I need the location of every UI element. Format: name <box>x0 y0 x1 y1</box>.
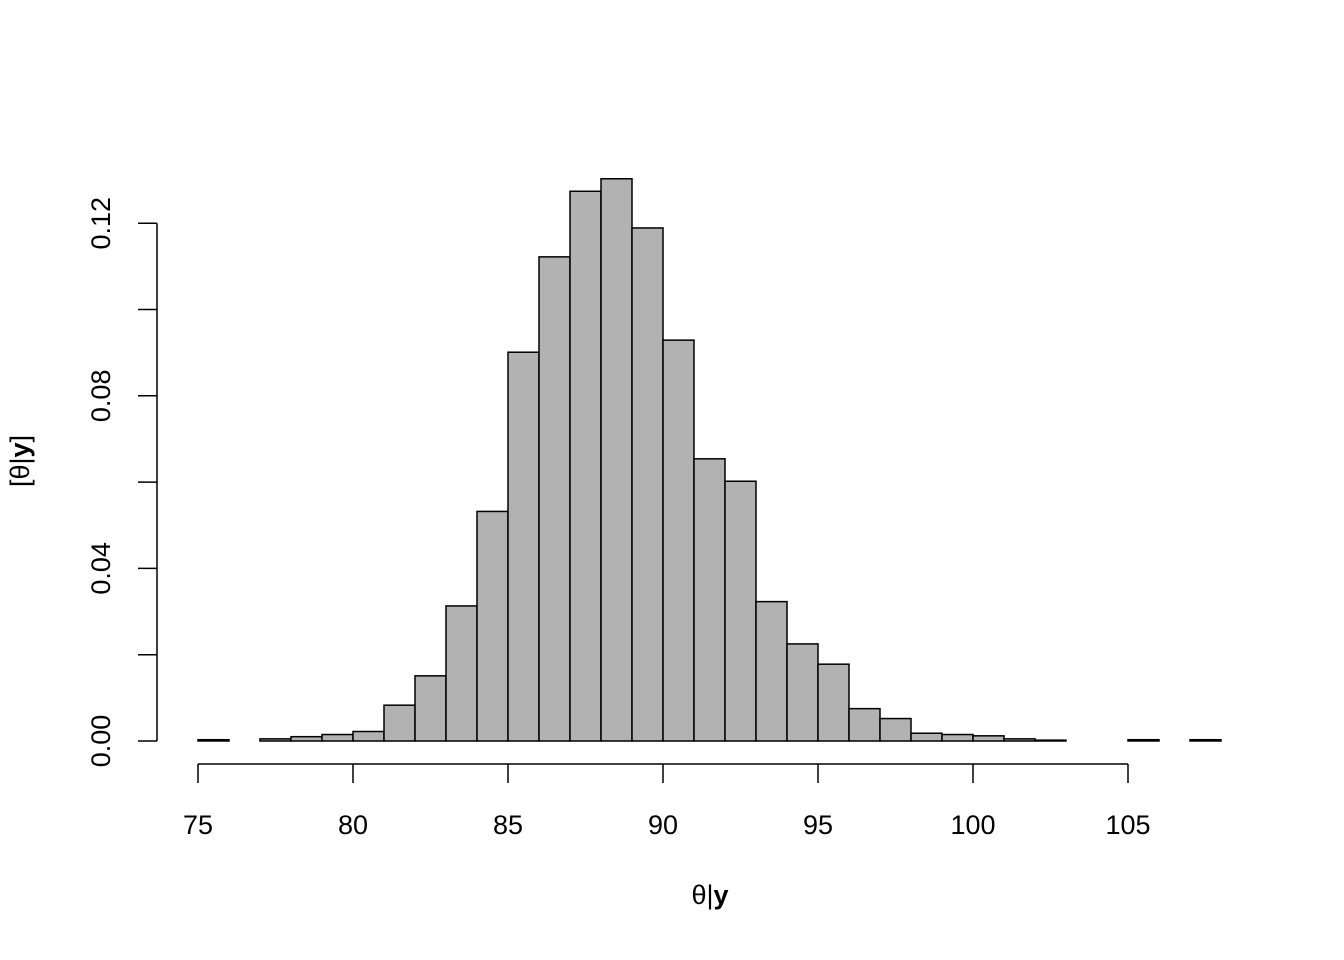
histogram-bar <box>1127 738 1160 742</box>
x-axis-title: θ|y <box>691 880 728 910</box>
histogram-bar <box>631 227 664 742</box>
x-tick-label: 105 <box>1105 810 1150 840</box>
x-tick-label: 75 <box>183 810 213 840</box>
x-tick-label: 85 <box>493 810 523 840</box>
x-axis: 75 80 85 90 95 100 105 <box>183 763 1151 840</box>
histogram-bar <box>414 675 447 742</box>
histogram-bar <box>817 663 850 742</box>
x-tick-label: 95 <box>803 810 833 840</box>
y-tick-label: 0.04 <box>86 542 116 595</box>
x-axis-title-greek: θ <box>691 880 706 910</box>
x-tick-label: 90 <box>648 810 678 840</box>
bars-group <box>197 178 1222 742</box>
histogram-bar <box>910 732 943 742</box>
histogram-bar <box>476 510 509 742</box>
histogram-bar <box>569 190 602 742</box>
histogram-bar <box>507 351 540 742</box>
histogram-bar <box>445 605 478 742</box>
x-axis-title-bold: y <box>714 880 729 910</box>
y-axis-title-greek: θ <box>5 465 35 480</box>
y-tick-label: 0.08 <box>86 370 116 423</box>
x-axis-title-sep: | <box>706 880 713 910</box>
histogram-bar <box>941 733 974 742</box>
histogram-bar <box>352 730 385 742</box>
histogram-bar <box>600 178 633 742</box>
y-axis-title-bold: y <box>5 442 35 457</box>
histogram-bar <box>538 256 571 742</box>
y-tick-label: 0.12 <box>86 197 116 250</box>
histogram-bar <box>972 735 1005 742</box>
histogram-bar <box>321 733 354 742</box>
y-axis-title-close: ] <box>5 435 35 443</box>
histogram-bar <box>290 735 323 742</box>
x-tick-label: 100 <box>950 810 995 840</box>
x-tick-label: 80 <box>338 810 368 840</box>
histogram-bar <box>1003 738 1036 742</box>
histogram-bar <box>724 480 757 742</box>
histogram-bar <box>879 717 912 742</box>
y-tick-label: 0.00 <box>86 715 116 768</box>
y-axis: 0.00 0.04 0.08 0.12 <box>86 197 158 768</box>
histogram-bar <box>693 458 726 742</box>
histogram-bar <box>259 738 292 742</box>
histogram-bar <box>197 738 230 742</box>
y-axis-title: [θ|y] <box>5 435 35 487</box>
histogram-bar <box>786 643 819 742</box>
histogram-bar <box>848 707 881 742</box>
histogram-bar <box>662 339 695 742</box>
histogram-bar <box>383 704 416 742</box>
histogram-bar <box>1189 738 1222 742</box>
y-axis-title-open: [ <box>5 479 35 487</box>
y-axis-title-sep: | <box>5 457 35 464</box>
histogram-bar <box>1034 739 1067 742</box>
histogram-bar <box>755 600 788 742</box>
